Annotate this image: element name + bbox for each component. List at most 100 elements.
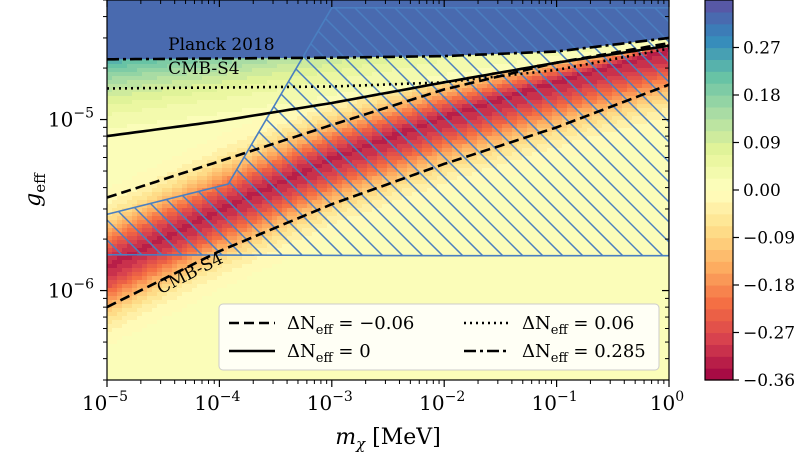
heatmap-cell bbox=[197, 292, 203, 297]
heatmap-cell bbox=[202, 304, 208, 309]
heatmap-cell bbox=[147, 328, 153, 333]
heatmap-cell bbox=[107, 340, 113, 345]
heatmap-cell bbox=[247, 192, 253, 197]
heatmap-cell bbox=[297, 236, 303, 241]
heatmap-cell bbox=[312, 272, 318, 277]
heatmap-cell bbox=[197, 144, 203, 149]
heatmap-cell bbox=[167, 144, 173, 149]
heatmap-cell bbox=[187, 76, 193, 81]
heatmap-cell bbox=[112, 120, 118, 125]
heatmap-cell bbox=[297, 232, 303, 237]
heatmap-cell bbox=[147, 360, 153, 365]
heatmap-cell bbox=[112, 260, 118, 265]
heatmap-cell bbox=[197, 84, 203, 89]
heatmap-cell bbox=[287, 116, 293, 121]
heatmap-cell bbox=[217, 272, 223, 277]
heatmap-cell bbox=[212, 284, 218, 289]
heatmap-cell bbox=[362, 192, 368, 197]
heatmap-cell bbox=[182, 100, 188, 105]
heatmap-cell bbox=[207, 156, 213, 161]
heatmap-cell bbox=[202, 328, 208, 333]
heatmap-cell bbox=[277, 272, 283, 277]
heatmap-cell bbox=[237, 136, 243, 141]
heatmap-cell bbox=[137, 216, 143, 221]
heatmap-cell bbox=[157, 292, 163, 297]
heatmap-cell bbox=[332, 68, 338, 73]
heatmap-cell bbox=[147, 260, 153, 265]
heatmap-cell bbox=[277, 264, 283, 269]
heatmap-cell bbox=[297, 88, 303, 93]
heatmap-cell bbox=[317, 264, 323, 269]
heatmap-cell bbox=[127, 84, 133, 89]
heatmap-cell bbox=[277, 160, 283, 165]
heatmap-cell bbox=[112, 232, 118, 237]
heatmap-cell bbox=[317, 232, 323, 237]
heatmap-cell bbox=[327, 284, 333, 289]
heatmap-cell bbox=[322, 376, 328, 380]
heatmap-cell bbox=[252, 196, 258, 201]
heatmap-cell bbox=[152, 100, 158, 105]
heatmap-cell bbox=[312, 264, 318, 269]
heatmap-cell bbox=[117, 184, 123, 189]
heatmap-cell bbox=[197, 248, 203, 253]
heatmap-cell bbox=[312, 284, 318, 289]
heatmap-cell bbox=[192, 344, 198, 349]
heatmap-cell bbox=[187, 184, 193, 189]
heatmap-cell bbox=[342, 80, 348, 85]
heatmap-cell bbox=[187, 348, 193, 353]
heatmap-cell bbox=[227, 264, 233, 269]
heatmap-cell bbox=[357, 92, 363, 97]
heatmap-cell bbox=[312, 96, 318, 101]
heatmap-cell bbox=[312, 244, 318, 249]
heatmap-cell bbox=[117, 64, 123, 69]
heatmap-cell bbox=[112, 72, 118, 77]
heatmap-cell bbox=[337, 68, 343, 73]
heatmap-cell bbox=[202, 364, 208, 369]
heatmap-cell bbox=[142, 84, 148, 89]
heatmap-cell bbox=[247, 84, 253, 89]
heatmap-cell bbox=[282, 252, 288, 257]
heatmap-cell bbox=[162, 140, 168, 145]
heatmap-cell bbox=[182, 128, 188, 133]
heatmap-cell bbox=[157, 124, 163, 129]
heatmap-cell bbox=[117, 316, 123, 321]
heatmap-cell bbox=[227, 224, 233, 229]
heatmap-cell bbox=[147, 172, 153, 177]
heatmap-cell bbox=[307, 112, 313, 117]
heatmap-cell bbox=[212, 232, 218, 237]
heatmap-cell bbox=[252, 120, 258, 125]
heatmap-cell bbox=[257, 236, 263, 241]
heatmap-cell bbox=[247, 164, 253, 169]
heatmap-cell bbox=[292, 288, 298, 293]
heatmap-cell bbox=[247, 264, 253, 269]
heatmap-cell bbox=[167, 248, 173, 253]
heatmap-cell bbox=[117, 224, 123, 229]
heatmap-cell bbox=[222, 104, 228, 109]
heatmap-cell bbox=[167, 64, 173, 69]
heatmap-cell bbox=[132, 344, 138, 349]
heatmap-cell bbox=[367, 168, 373, 173]
heatmap-cell bbox=[212, 280, 218, 285]
heatmap-cell bbox=[182, 140, 188, 145]
heatmap-cell bbox=[362, 132, 368, 137]
heatmap-cell bbox=[182, 80, 188, 85]
heatmap-cell bbox=[237, 188, 243, 193]
heatmap-cell bbox=[197, 332, 203, 337]
heatmap-cell bbox=[132, 268, 138, 273]
heatmap-cell bbox=[162, 248, 168, 253]
heatmap-cell bbox=[127, 348, 133, 353]
heatmap-cell bbox=[127, 172, 133, 177]
heatmap-cell bbox=[122, 76, 128, 81]
heatmap-cell bbox=[142, 308, 148, 313]
heatmap-cell bbox=[182, 104, 188, 109]
heatmap-cell bbox=[217, 288, 223, 293]
heatmap-cell bbox=[332, 140, 338, 145]
heatmap-cell bbox=[227, 268, 233, 273]
heatmap-cell bbox=[227, 192, 233, 197]
heatmap-cell bbox=[227, 84, 233, 89]
heatmap-cell bbox=[187, 280, 193, 285]
heatmap-cell bbox=[242, 80, 248, 85]
heatmap-cell bbox=[347, 84, 353, 89]
heatmap-cell bbox=[297, 240, 303, 245]
heatmap-cell bbox=[122, 92, 128, 97]
